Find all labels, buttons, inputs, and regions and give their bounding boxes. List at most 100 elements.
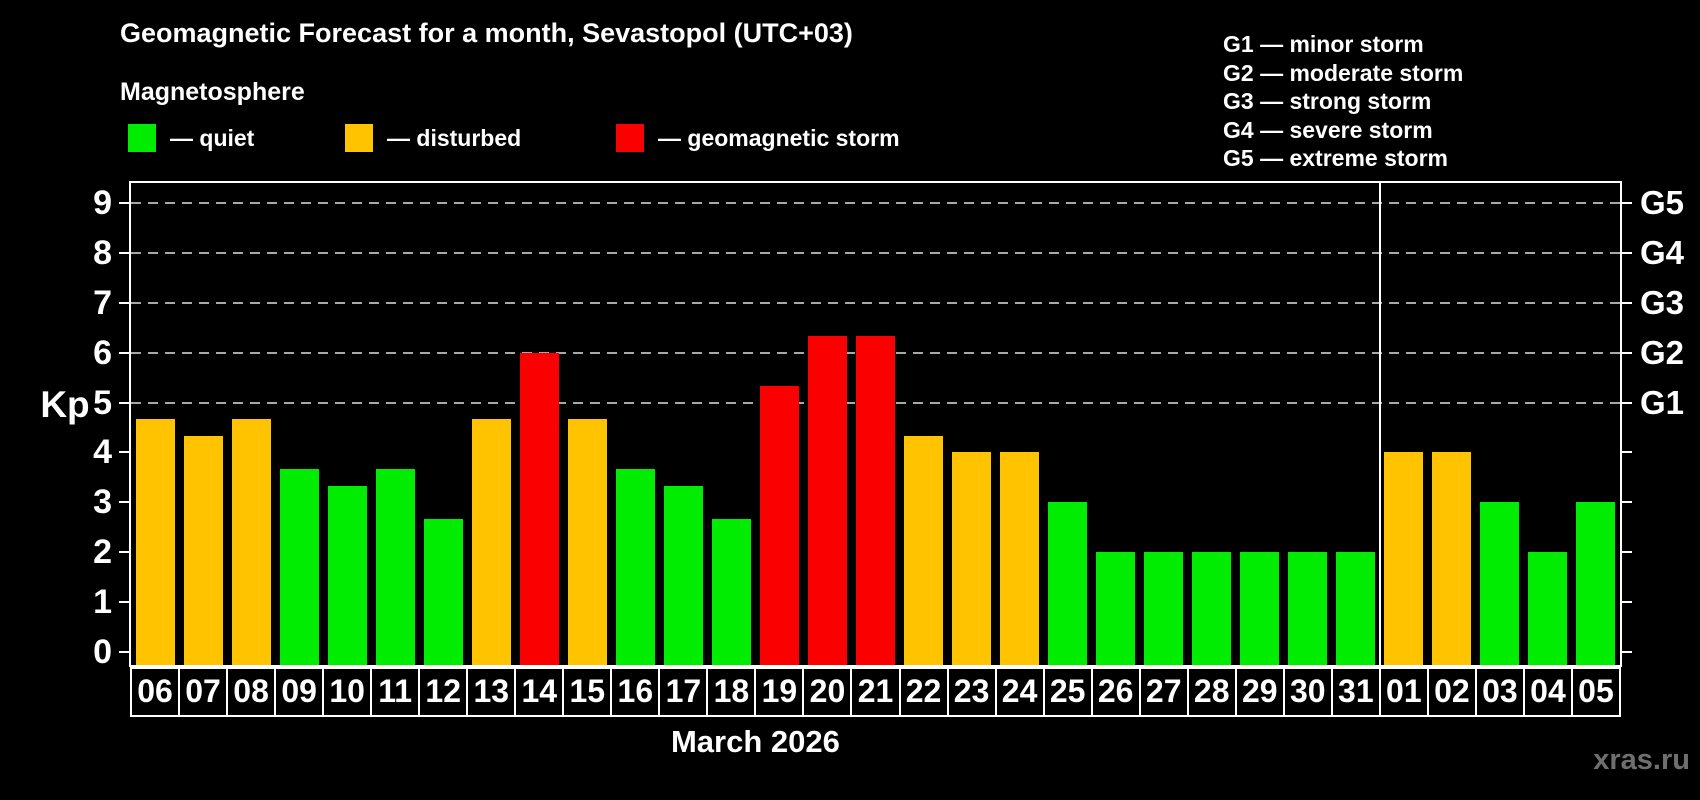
kp-bar-19 — [759, 386, 799, 665]
date-cell-20: 20 — [802, 667, 853, 717]
date-cell-11: 11 — [370, 667, 421, 717]
g-level-label-g4: G4 — [1640, 233, 1685, 271]
kp-bar-30 — [1288, 552, 1328, 665]
date-cell-01: 01 — [1378, 667, 1429, 717]
g-scale-legend-line-g4: G4 — severe storm — [1223, 116, 1433, 143]
kp-bar-20 — [807, 336, 847, 665]
date-cell-19: 19 — [754, 667, 805, 717]
kp-bar-01 — [1384, 452, 1424, 665]
kp-bar-21 — [855, 336, 895, 665]
left-axis-tick-2 — [119, 551, 131, 554]
watermark: xras.ru — [1593, 744, 1690, 776]
y-axis-label-0: 0 — [93, 633, 112, 671]
date-cell-16: 16 — [610, 667, 661, 717]
g-level-label-g2: G2 — [1640, 333, 1685, 371]
kp-bar-27 — [1144, 552, 1184, 665]
left-axis-tick-5 — [119, 401, 131, 404]
date-cell-24: 24 — [994, 667, 1045, 717]
page-title: Geomagnetic Forecast for a month, Sevast… — [120, 18, 853, 48]
y-axis-label-3: 3 — [93, 483, 112, 522]
left-axis-tick-8 — [119, 251, 131, 254]
date-cell-04: 04 — [1522, 667, 1573, 717]
date-cell-17: 17 — [658, 667, 709, 717]
y-axis-label-5: 5 — [93, 383, 112, 422]
kp-bar-17 — [663, 485, 703, 665]
y-axis-label-4: 4 — [93, 433, 112, 472]
right-axis-tick-4 — [1620, 451, 1632, 454]
kp-bar-13 — [471, 418, 511, 665]
quiet-color-swatch — [128, 124, 156, 152]
right-axis-tick-7 — [1620, 301, 1632, 304]
date-cell-18: 18 — [706, 667, 757, 717]
kp-bar-06 — [135, 418, 175, 665]
month-separator-line — [1378, 183, 1381, 665]
y-axis-label-6: 6 — [93, 333, 112, 372]
y-axis-label-8: 8 — [93, 233, 112, 272]
date-cell-07: 07 — [178, 667, 229, 717]
date-cell-10: 10 — [322, 667, 373, 717]
kp-bar-08 — [231, 418, 271, 665]
date-cell-28: 28 — [1186, 667, 1237, 717]
date-cell-05: 05 — [1570, 667, 1621, 717]
legend-item-disturbed: — disturbed — [345, 124, 521, 152]
date-cell-14: 14 — [514, 667, 565, 717]
date-cell-26: 26 — [1090, 667, 1141, 717]
date-cell-25: 25 — [1042, 667, 1093, 717]
legend-item-quiet: — quiet — [128, 124, 254, 152]
g-level-label-g5: G5 — [1640, 183, 1685, 221]
kp-bar-15 — [567, 418, 607, 665]
date-cell-03: 03 — [1474, 667, 1525, 717]
y-axis-label-1: 1 — [93, 583, 112, 622]
storm-color-swatch — [616, 124, 644, 152]
kp-bar-29 — [1240, 552, 1280, 665]
month-label: March 2026 — [670, 724, 840, 759]
gridline-kp-8 — [131, 251, 1620, 254]
right-axis-tick-2 — [1620, 551, 1632, 554]
date-cell-06: 06 — [130, 667, 181, 717]
right-axis-tick-6 — [1620, 351, 1632, 354]
left-axis-tick-3 — [119, 501, 131, 504]
kp-bar-05 — [1576, 502, 1616, 665]
date-cell-21: 21 — [850, 667, 901, 717]
right-axis-tick-0 — [1620, 651, 1632, 653]
date-cell-30: 30 — [1282, 667, 1333, 717]
left-axis-tick-4 — [119, 451, 131, 454]
kp-bar-25 — [1048, 502, 1088, 665]
left-axis-tick-0 — [119, 651, 131, 653]
right-axis-tick-3 — [1620, 501, 1632, 504]
date-cell-02: 02 — [1426, 667, 1477, 717]
g-level-label-g1: G1 — [1640, 383, 1685, 421]
subtitle-magnetosphere: Magnetosphere — [120, 78, 305, 106]
kp-bar-07 — [183, 435, 223, 665]
date-cell-23: 23 — [946, 667, 997, 717]
kp-bar-18 — [711, 518, 751, 665]
date-cell-08: 08 — [226, 667, 277, 717]
right-axis-tick-9 — [1620, 201, 1632, 204]
legend-item-storm: — geomagnetic storm — [616, 124, 900, 152]
gridline-kp-7 — [131, 301, 1620, 304]
y-axis-label-2: 2 — [93, 533, 112, 572]
kp-bar-22 — [904, 435, 944, 665]
right-axis-tick-5 — [1620, 401, 1632, 404]
date-cell-27: 27 — [1138, 667, 1189, 717]
g-level-label-g3: G3 — [1640, 283, 1685, 321]
g-scale-legend-line-g1: G1 — minor storm — [1223, 31, 1424, 57]
g-scale-legend-line-g5: G5 — extreme storm — [1223, 145, 1448, 171]
date-cell-29: 29 — [1234, 667, 1285, 717]
left-axis-tick-9 — [119, 201, 131, 204]
left-axis-tick-7 — [119, 301, 131, 304]
y-axis-label-7: 7 — [93, 283, 112, 322]
y-axis-title-kp: Kp — [40, 384, 90, 425]
kp-bar-04 — [1528, 552, 1568, 665]
legend-label-disturbed: — disturbed — [387, 125, 522, 151]
date-cell-31: 31 — [1330, 667, 1381, 717]
plot-area — [129, 181, 1622, 667]
left-axis-tick-6 — [119, 351, 131, 354]
g-scale-legend-line-g2: G2 — moderate storm — [1223, 59, 1464, 86]
kp-bar-26 — [1096, 552, 1136, 665]
y-axis-label-9: 9 — [93, 183, 112, 222]
disturbed-color-swatch — [345, 124, 373, 152]
gridline-kp-9 — [131, 201, 1620, 204]
kp-bar-03 — [1480, 502, 1520, 665]
